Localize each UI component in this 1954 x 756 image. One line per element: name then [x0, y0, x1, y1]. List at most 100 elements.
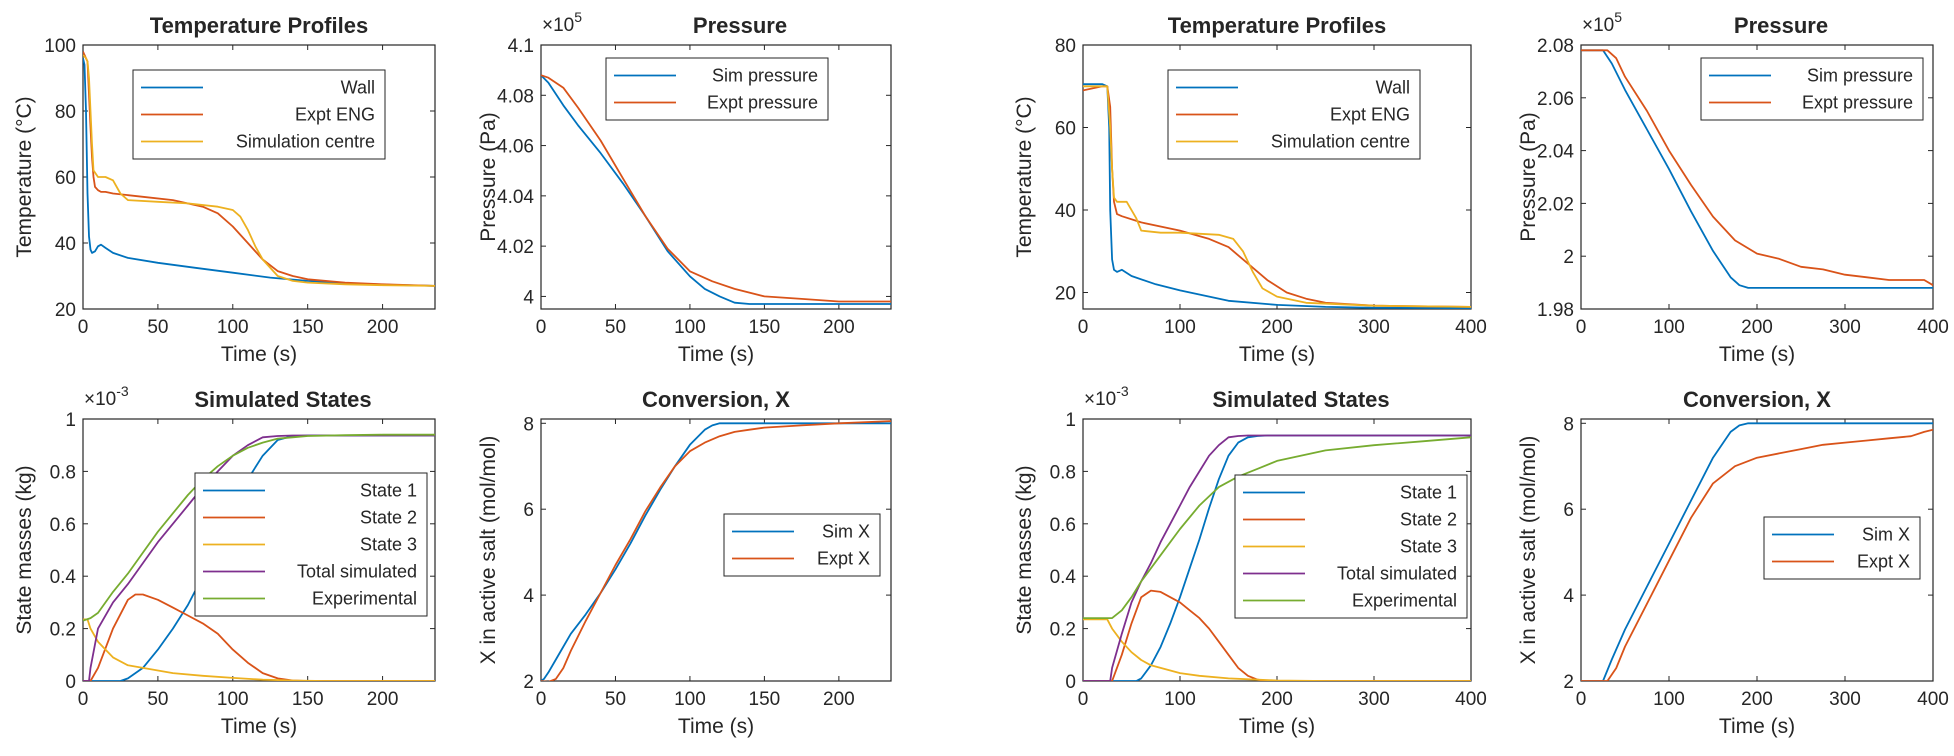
x-axis-label: Time (s) — [1239, 715, 1315, 738]
x-axis-label: Time (s) — [678, 715, 754, 738]
y-tick-label: 2.06 — [1537, 89, 1574, 110]
axis-exponent: ×10-3 — [1084, 383, 1129, 410]
x-tick-label: 200 — [1741, 317, 1773, 338]
y-tick-label: 0.6 — [1050, 515, 1076, 536]
series-line-3 — [83, 618, 435, 681]
legend-entry: Experimental — [1352, 591, 1457, 611]
chart-title: Simulated States — [194, 387, 371, 412]
chart-panel-6: 0 50 100 150 200 2 4 6 8 Conversion, X Time (s) X i… — [477, 387, 892, 738]
series-line-1 — [541, 422, 891, 681]
chart-title: Pressure — [1734, 13, 1828, 38]
chart-panel-8: 0 100 200 300 400 2 4 6 8 Conversion, X Time (s) X … — [1517, 387, 1949, 738]
x-tick-label: 200 — [1261, 317, 1293, 338]
x-tick-label: 100 — [1164, 317, 1196, 338]
series-line-2 — [1083, 85, 1471, 308]
series-line-4 — [83, 434, 435, 681]
y-tick-label: 1 — [65, 410, 76, 431]
y-tick-label: 2 — [523, 672, 534, 693]
legend-entry: Total simulated — [1337, 564, 1457, 584]
y-tick-label: 2.04 — [1537, 142, 1574, 163]
legend-box — [132, 69, 386, 160]
axis-exponent-power: -3 — [1116, 383, 1129, 399]
x-tick-label: 0 — [536, 689, 547, 710]
legend-entry: Expt ENG — [295, 105, 375, 125]
x-tick-label: 200 — [367, 317, 399, 338]
legend-entry: Sim pressure — [1807, 66, 1913, 86]
x-tick-label: 300 — [1358, 317, 1390, 338]
series-line-2 — [1581, 49, 1933, 286]
axis-exponent: ×105 — [1582, 9, 1622, 36]
legend-box — [1763, 516, 1921, 580]
x-tick-label: 200 — [823, 317, 855, 338]
legend-box — [605, 57, 829, 121]
plot-area — [540, 44, 892, 310]
legend-entry: State 1 — [360, 481, 417, 501]
series-line-1 — [83, 58, 435, 287]
legend-entry: Sim X — [1862, 525, 1910, 545]
y-tick-label: 0.2 — [1050, 620, 1076, 641]
legend-entry: Expt pressure — [1802, 93, 1913, 113]
chart-panel-1: 0 50 100 150 200 20 40 60 80 100 Temperature Profi… — [13, 13, 436, 366]
chart-title: Conversion, X — [1683, 387, 1831, 412]
y-tick-label: 2 — [1563, 672, 1574, 693]
x-tick-label: 150 — [292, 317, 324, 338]
series-line-1 — [1581, 49, 1933, 289]
x-tick-label: 0 — [1576, 689, 1587, 710]
series-line-5 — [1083, 436, 1471, 619]
legend-box — [1700, 57, 1924, 121]
x-tick-label: 50 — [147, 689, 168, 710]
legend-entry: Expt X — [1857, 552, 1910, 572]
series-line-4 — [1083, 434, 1471, 681]
y-axis-label: Pressure (Pa) — [1517, 112, 1540, 242]
x-axis-label: Time (s) — [1719, 343, 1795, 366]
y-tick-label: 4.04 — [497, 187, 534, 208]
legend-box — [723, 513, 881, 577]
chart-panel-5: 0 50 100 150 200 0 0.2 0.4 0.6 0.8 1 Simulated Stat… — [13, 383, 436, 738]
chart-title: Simulated States — [1212, 387, 1389, 412]
y-tick-label: 0 — [1065, 672, 1076, 693]
y-tick-label: 80 — [1055, 36, 1076, 57]
legend-entry: Simulation centre — [236, 132, 375, 152]
legend-entry: Experimental — [312, 589, 417, 609]
x-axis-label: Time (s) — [1239, 343, 1315, 366]
y-tick-label: 0.4 — [1050, 567, 1077, 588]
y-tick-label: 40 — [55, 234, 76, 255]
y-tick-label: 0.8 — [50, 462, 76, 483]
legend-entry: Expt X — [817, 549, 870, 569]
axis-exponent-base: ×10 — [84, 389, 116, 410]
x-tick-label: 150 — [292, 689, 324, 710]
chart-panel-3: 0 100 200 300 400 20 40 60 80 Temperature Profile… — [1013, 13, 1487, 366]
legend-entry: Wall — [1376, 78, 1410, 98]
y-tick-label: 6 — [523, 500, 534, 521]
legend-entry: Sim pressure — [712, 66, 818, 86]
y-tick-label: 4.02 — [497, 237, 534, 258]
x-tick-label: 0 — [78, 689, 89, 710]
chart-title: Temperature Profiles — [150, 13, 368, 38]
series-line-3 — [1083, 618, 1471, 681]
x-axis-label: Time (s) — [221, 343, 297, 366]
y-axis-label: State masses (kg) — [1013, 465, 1036, 634]
y-tick-label: 8 — [523, 414, 534, 435]
x-tick-label: 100 — [217, 689, 249, 710]
x-tick-label: 150 — [749, 689, 781, 710]
x-tick-label: 200 — [823, 689, 855, 710]
y-axis-label: Pressure (Pa) — [477, 112, 500, 242]
x-tick-label: 300 — [1829, 689, 1861, 710]
y-tick-label: 4.06 — [497, 137, 534, 158]
legend-entry: State 2 — [1400, 510, 1457, 530]
chart-title: Temperature Profiles — [1168, 13, 1386, 38]
chart-title: Pressure — [693, 13, 787, 38]
x-tick-label: 300 — [1829, 317, 1861, 338]
x-tick-label: 50 — [605, 317, 626, 338]
x-axis-label: Time (s) — [678, 343, 754, 366]
y-tick-label: 4 — [523, 287, 534, 308]
series-line-2 — [541, 74, 891, 303]
x-tick-label: 400 — [1455, 689, 1487, 710]
legend-entry: Sim X — [822, 522, 870, 542]
x-tick-label: 0 — [536, 317, 547, 338]
y-axis-label: State masses (kg) — [13, 465, 36, 634]
y-axis-label: X in active salt (mol/mol) — [1517, 436, 1540, 665]
x-tick-label: 0 — [78, 317, 89, 338]
y-tick-label: 2 — [1563, 247, 1574, 268]
x-tick-label: 200 — [1261, 689, 1293, 710]
